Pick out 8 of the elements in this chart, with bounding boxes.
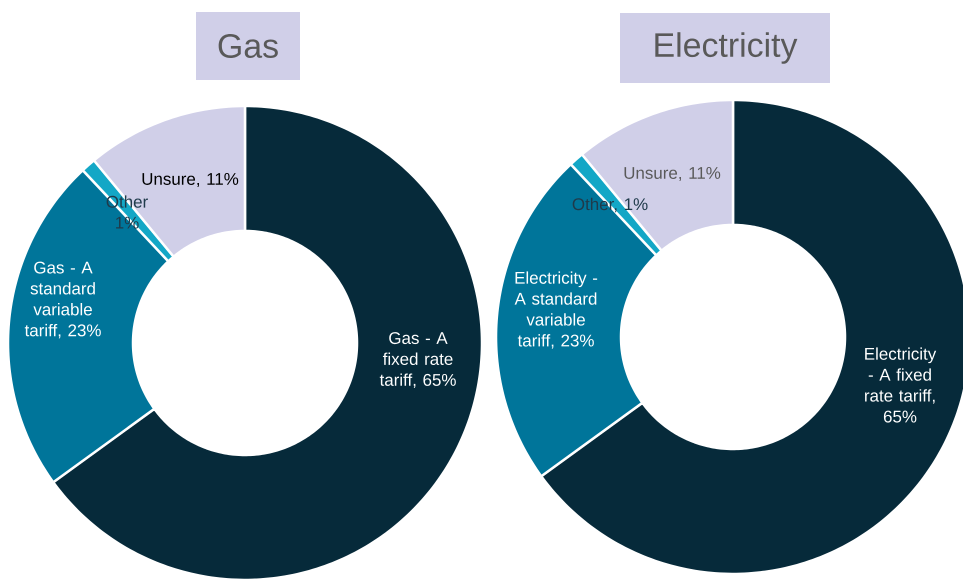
chart-title: Gas	[218, 34, 278, 58]
data-label: Gas - A fixed rate tariff, 65%	[380, 332, 456, 388]
data-label: Unsure, 11%	[624, 167, 720, 181]
data-label: Unsure, 11%	[142, 173, 238, 187]
chart-title: Electricity	[655, 32, 798, 64]
data-label: Electricity - A fixed rate tariff, 65%	[865, 347, 936, 423]
data-label: Gas - A standard variable tariff, 23%	[24, 262, 101, 338]
data-label: Electricity - A standard variable tariff, 23%	[514, 271, 598, 349]
